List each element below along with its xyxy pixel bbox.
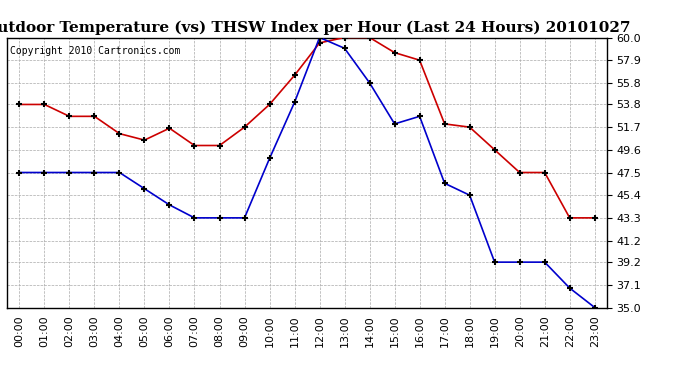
Text: Copyright 2010 Cartronics.com: Copyright 2010 Cartronics.com bbox=[10, 46, 180, 56]
Title: Outdoor Temperature (vs) THSW Index per Hour (Last 24 Hours) 20101027: Outdoor Temperature (vs) THSW Index per … bbox=[0, 21, 630, 35]
